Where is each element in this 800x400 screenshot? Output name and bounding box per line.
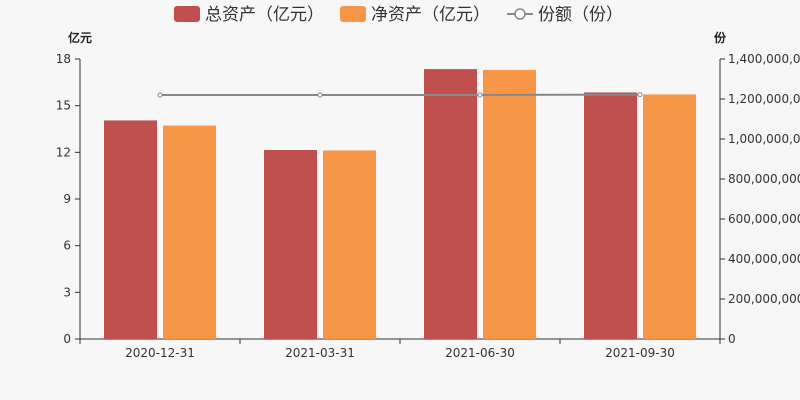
legend: 总资产（亿元） 净资产（亿元） 份额（份） (174, 5, 623, 25)
bar (104, 120, 157, 339)
right-axis-tick-label: 800,000,000 (728, 172, 800, 186)
right-axis-tick-label: 200,000,000 (728, 292, 800, 306)
bar (163, 125, 216, 339)
line-point (317, 92, 323, 98)
x-axis-tick-label: 2021-06-30 (445, 346, 515, 360)
left-axis-tick-label: 15 (56, 99, 71, 113)
bar (584, 92, 637, 339)
legend-label: 份额（份） (538, 5, 623, 25)
left-axis-tick-label: 6 (63, 239, 71, 253)
legend-swatch (340, 6, 366, 22)
right-axis-tick-label: 1,400,000,000 (728, 52, 800, 66)
bar (643, 94, 696, 339)
share-line (157, 92, 643, 98)
x-axis-tick-label: 2021-09-30 (605, 346, 675, 360)
legend-label: 净资产（亿元） (371, 5, 490, 25)
right-axis-unit: 份 (714, 30, 727, 45)
left-axis-tick-label: 3 (63, 285, 71, 299)
legend-swatch (174, 6, 200, 22)
axis-units: 亿元 份 (68, 30, 727, 45)
bars (104, 69, 696, 339)
left-axis-tick-label: 12 (56, 145, 71, 159)
right-axis-tick-label: 600,000,000 (728, 212, 800, 226)
axes: 0 3 6 9 12 15 18 0 200,000,000 400,000,000 600,000… (56, 52, 800, 360)
x-axis-tick-label: 2020-12-31 (125, 346, 195, 360)
legend-line-marker (514, 8, 526, 20)
legend-label: 总资产（亿元） (205, 5, 324, 25)
left-axis-tick-label: 18 (56, 52, 71, 66)
right-axis-tick-label: 0 (728, 332, 736, 346)
x-axis-tick-label: 2021-03-31 (285, 346, 355, 360)
line-point (637, 92, 643, 98)
bar (483, 69, 536, 339)
right-axis-tick-label: 1,000,000,000 (728, 132, 800, 146)
left-axis-unit: 亿元 (68, 30, 92, 45)
bar (424, 69, 477, 339)
right-axis-tick-label: 1,200,000,000 (728, 92, 800, 106)
line-point (477, 92, 483, 98)
line-point (157, 92, 163, 98)
left-axis-tick-label: 9 (63, 192, 71, 206)
bar (264, 150, 317, 339)
right-axis-tick-label: 400,000,000 (728, 252, 800, 266)
left-axis-tick-label: 0 (63, 332, 71, 346)
bar (323, 150, 376, 339)
